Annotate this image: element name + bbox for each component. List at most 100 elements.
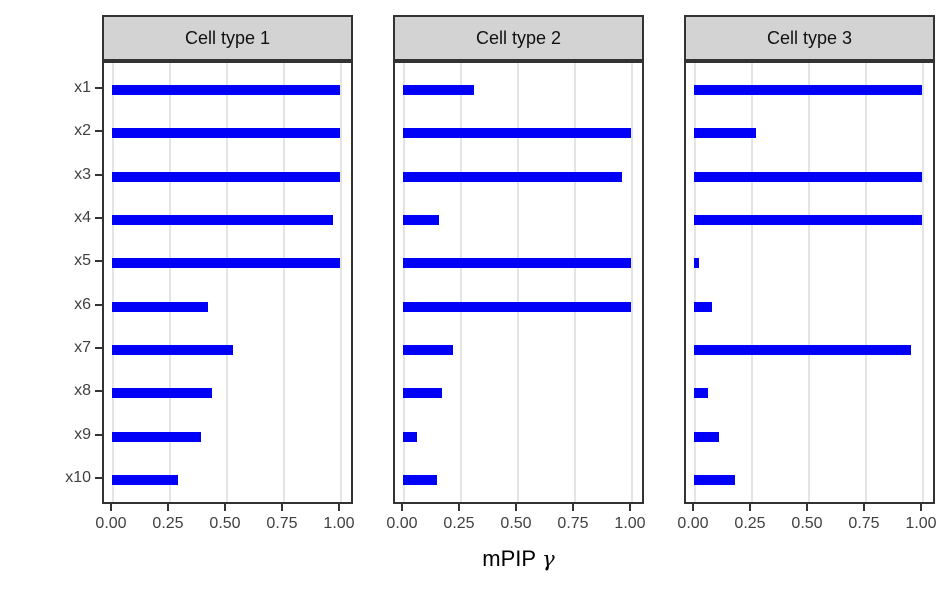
bar	[694, 128, 756, 139]
y-tick	[95, 130, 102, 133]
bar	[694, 258, 699, 269]
facet-strip: Cell type 2	[393, 15, 644, 61]
y-tick	[95, 303, 102, 306]
bar	[403, 388, 442, 399]
y-tick-label: x8	[74, 382, 91, 400]
y-tick-label: x2	[74, 122, 91, 140]
bar	[694, 475, 736, 486]
gridline	[922, 63, 924, 502]
x-tick-label: 0.50	[209, 515, 241, 532]
gridline	[751, 63, 753, 502]
bar	[403, 215, 440, 226]
x-tick-label: 1.00	[323, 515, 355, 532]
bar	[694, 431, 720, 442]
bar	[403, 128, 631, 139]
bar	[403, 345, 454, 356]
bar	[403, 475, 438, 486]
x-tick-label: 0.75	[848, 515, 880, 532]
x-tick-label: 0.50	[500, 515, 532, 532]
gridline	[517, 63, 519, 502]
facet-strip: Cell type 3	[684, 15, 935, 61]
y-tick-label: x3	[74, 165, 91, 183]
gridline	[403, 63, 405, 502]
y-tick-label: x10	[65, 469, 91, 487]
x-tick-label: 0.25	[152, 515, 184, 532]
bar	[112, 215, 334, 226]
y-tick-label: x7	[74, 339, 91, 357]
gridline	[460, 63, 462, 502]
y-tick	[95, 217, 102, 220]
gridline	[631, 63, 633, 502]
gamma-symbol: γ	[542, 547, 555, 571]
plot-area	[102, 61, 353, 504]
facet-strip: Cell type 1	[102, 15, 353, 61]
plot-area	[393, 61, 644, 504]
bar	[112, 431, 201, 442]
y-tick-label: x9	[74, 425, 91, 443]
x-tick	[863, 504, 865, 511]
x-tick-label: 0.25	[443, 515, 475, 532]
x-tick-label: 0.00	[386, 515, 418, 532]
bar	[694, 171, 922, 182]
y-tick	[95, 87, 102, 89]
y-tick	[95, 433, 102, 436]
bar	[403, 301, 631, 312]
y-tick	[95, 390, 102, 393]
x-tick-label: 1.00	[905, 515, 937, 532]
y-tick-label: x6	[74, 295, 91, 313]
x-tick	[401, 504, 403, 511]
bar	[694, 215, 922, 226]
x-tick-label: 1.00	[614, 515, 646, 532]
bar	[694, 388, 708, 399]
y-tick	[95, 477, 102, 480]
gridline	[283, 63, 285, 502]
x-axis-title-text: mPIP	[482, 546, 537, 571]
x-tick	[281, 504, 283, 511]
bar	[694, 345, 911, 356]
bar	[112, 258, 340, 269]
bar	[403, 171, 622, 182]
x-tick	[692, 504, 694, 511]
x-tick-label: 0.50	[791, 515, 823, 532]
y-tick	[95, 347, 102, 350]
y-tick-label: x5	[74, 252, 91, 270]
y-tick	[95, 173, 102, 176]
x-tick-label: 0.75	[557, 515, 589, 532]
x-tick	[806, 504, 808, 511]
gridline	[340, 63, 342, 502]
x-tick	[110, 504, 112, 511]
gridline	[865, 63, 867, 502]
gridline	[226, 63, 228, 502]
bar	[112, 85, 340, 95]
x-tick	[515, 504, 517, 511]
gridline	[169, 63, 171, 502]
plot-area	[684, 61, 935, 504]
gridline	[694, 63, 696, 502]
x-tick	[749, 504, 751, 511]
bar	[112, 475, 179, 486]
x-tick-label: 0.75	[266, 515, 298, 532]
x-tick-label: 0.00	[677, 515, 709, 532]
y-tick-label: x4	[74, 209, 91, 227]
gridline	[112, 63, 114, 502]
gridline	[574, 63, 576, 502]
bar	[694, 85, 922, 95]
y-tick-label: x1	[74, 79, 91, 96]
bar	[112, 128, 340, 139]
bar	[112, 388, 213, 399]
bar	[112, 345, 233, 356]
x-tick	[338, 504, 340, 511]
facet-strip-label: Cell type 1	[184, 27, 271, 48]
x-tick	[167, 504, 169, 511]
x-tick	[629, 504, 631, 511]
x-tick	[572, 504, 574, 511]
x-tick	[224, 504, 226, 511]
x-axis-title: mPIP γ	[102, 546, 935, 572]
bar	[112, 301, 208, 312]
bar	[403, 85, 474, 95]
facet-strip-label: Cell type 3	[766, 27, 853, 48]
bar	[403, 431, 417, 442]
x-tick	[458, 504, 460, 511]
bar	[403, 258, 631, 269]
